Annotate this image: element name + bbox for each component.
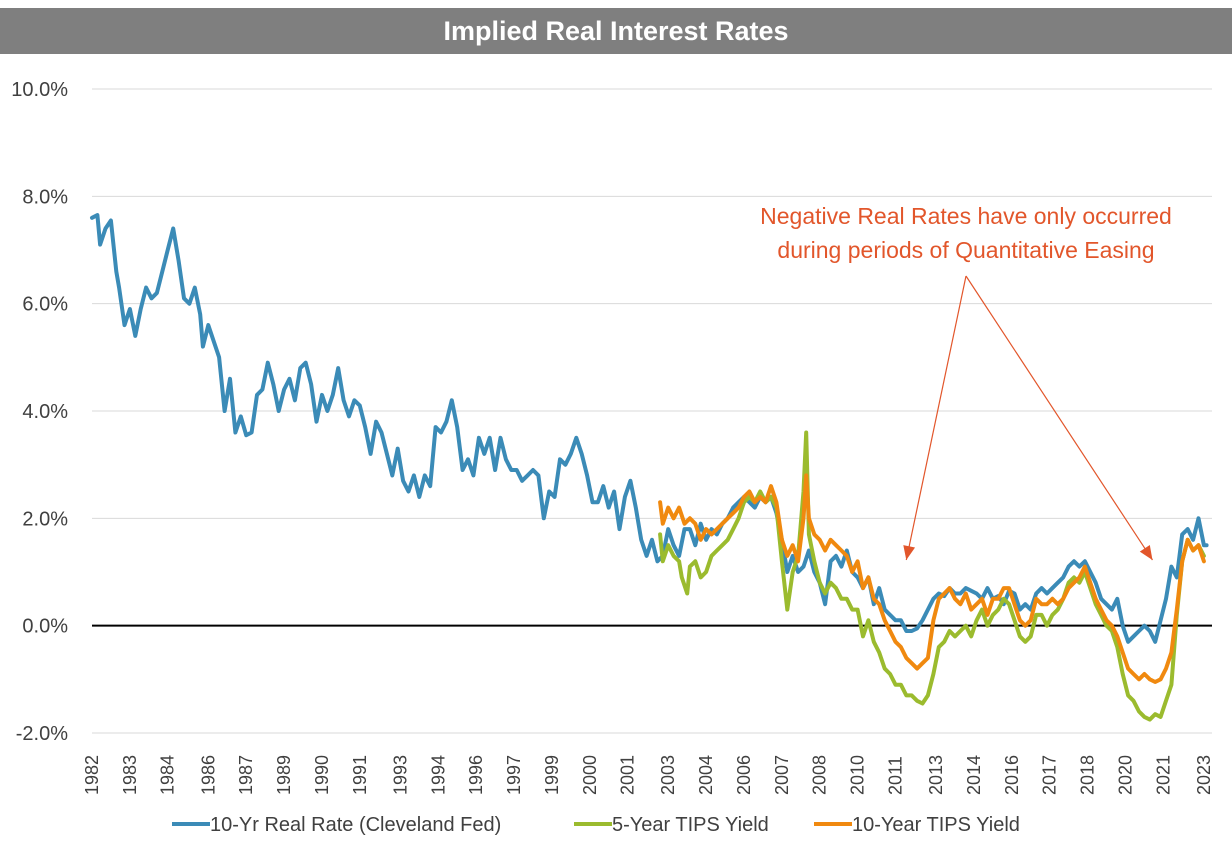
y-axis-ticks: 10.0% 8.0% 6.0% 4.0% 2.0% 0.0% -2.0% bbox=[11, 79, 68, 745]
annotation-arrow-line bbox=[965, 275, 1153, 561]
x-tick-label: 2016 bbox=[1002, 755, 1022, 795]
x-tick-label: 1994 bbox=[428, 755, 448, 795]
x-tick-label: 2017 bbox=[1040, 755, 1060, 795]
x-tick-label: 1987 bbox=[236, 755, 256, 795]
x-tick-label: 1989 bbox=[274, 755, 294, 795]
legend-label: 10-Yr Real Rate (Cleveland Fed) bbox=[210, 814, 501, 836]
x-tick-label: 2023 bbox=[1194, 755, 1214, 795]
x-tick-label: 2006 bbox=[734, 755, 754, 795]
x-tick-label: 2020 bbox=[1115, 755, 1135, 795]
gridlines bbox=[92, 88, 1212, 734]
x-tick-label: 1993 bbox=[390, 755, 410, 795]
y-tick-label: 6.0% bbox=[22, 294, 68, 316]
series-line-3 bbox=[658, 473, 1206, 684]
x-tick-label: 2007 bbox=[772, 755, 792, 795]
y-tick-label: 2.0% bbox=[22, 508, 68, 530]
legend-label: 10-Year TIPS Yield bbox=[852, 814, 1020, 836]
y-tick-label: 8.0% bbox=[22, 186, 68, 208]
x-tick-label: 1984 bbox=[158, 755, 178, 795]
annotation-arrow-line bbox=[905, 275, 967, 561]
x-tick-label: 1999 bbox=[542, 755, 562, 795]
annotation-text: during periods of Quantitative Easing bbox=[777, 237, 1154, 263]
x-tick-label: 2008 bbox=[810, 755, 830, 795]
x-tick-label: 1997 bbox=[504, 755, 524, 795]
y-tick-label: 4.0% bbox=[22, 401, 68, 423]
x-tick-label: 1982 bbox=[82, 755, 102, 795]
annotation-text: Negative Real Rates have only occurred bbox=[760, 203, 1172, 229]
y-tick-label: 0.0% bbox=[22, 616, 68, 638]
x-tick-label: 1991 bbox=[350, 755, 370, 795]
x-tick-label: 2013 bbox=[926, 755, 946, 795]
series-lines bbox=[90, 213, 1209, 722]
legend: 10-Yr Real Rate (Cleveland Fed) 5-Year TI… bbox=[172, 814, 1020, 836]
chart-title: Implied Real Interest Rates bbox=[0, 8, 1232, 54]
y-tick-label: 10.0% bbox=[11, 79, 68, 101]
annotation-arrow-head bbox=[1139, 545, 1153, 560]
x-tick-label: 2004 bbox=[696, 755, 716, 795]
x-tick-label: 2003 bbox=[658, 755, 678, 795]
series-line-2 bbox=[658, 430, 1206, 722]
x-tick-label: 2001 bbox=[618, 755, 638, 795]
annotation-arrow-head bbox=[903, 545, 916, 560]
x-tick-label: 1986 bbox=[198, 755, 218, 795]
x-tick-label: 2021 bbox=[1153, 755, 1173, 795]
x-tick-label: 2011 bbox=[885, 756, 905, 795]
legend-label: 5-Year TIPS Yield bbox=[612, 814, 769, 836]
x-tick-label: 1983 bbox=[120, 755, 140, 795]
x-tick-label: 1996 bbox=[466, 755, 486, 795]
x-axis-ticks: 1982 1983 1984 1986 1987 1989 1990 1991 1993 1994… bbox=[82, 755, 1214, 795]
series-line-1 bbox=[90, 213, 1209, 644]
annotation: Negative Real Rates have only occurred du… bbox=[760, 203, 1172, 561]
x-tick-label: 1990 bbox=[312, 755, 332, 795]
x-tick-label: 2018 bbox=[1078, 755, 1098, 795]
x-tick-label: 2014 bbox=[964, 755, 984, 795]
y-tick-label: -2.0% bbox=[16, 723, 68, 745]
x-tick-label: 2000 bbox=[580, 755, 600, 795]
x-tick-label: 2010 bbox=[848, 755, 868, 795]
